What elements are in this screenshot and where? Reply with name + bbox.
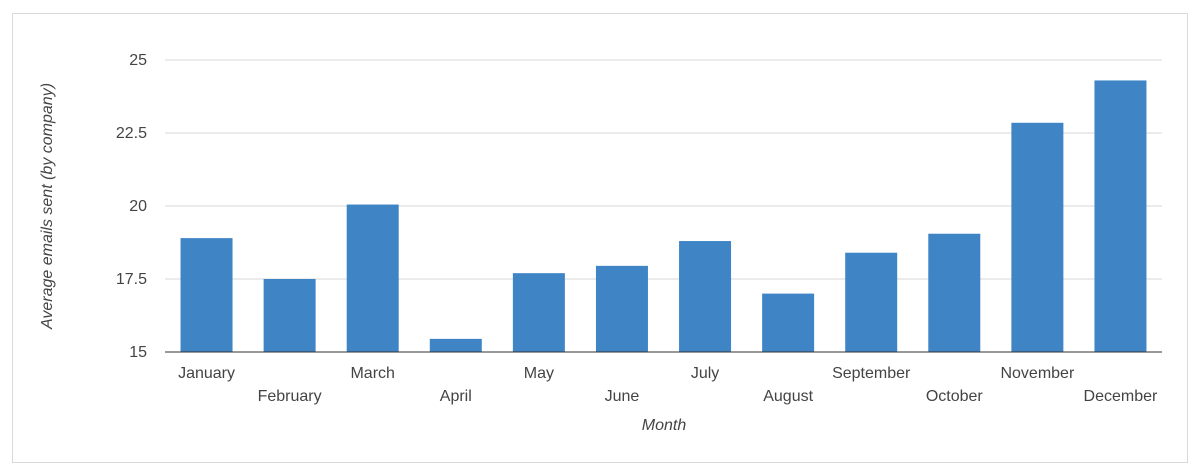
bar-july	[679, 241, 732, 352]
x-tick-label-april: April	[440, 388, 472, 405]
grid-layer	[165, 59, 1162, 280]
x-tick-label-july: July	[691, 365, 719, 382]
label-layer: 15 17.5 20 22.5 25 January February March April M…	[116, 52, 1158, 405]
x-tick-label-may: May	[524, 365, 554, 382]
x-tick-label-september: September	[832, 365, 911, 382]
y-tick-label: 15	[129, 344, 147, 361]
x-axis-title: Month	[642, 417, 687, 434]
chart-frame	[12, 13, 1188, 463]
x-tick-label-december: December	[1084, 388, 1158, 405]
x-tick-label-june: June	[605, 388, 640, 405]
x-tick-label-february: February	[258, 388, 322, 405]
y-axis-title: Average emails sent (by company)	[39, 83, 56, 330]
bar-september	[845, 252, 898, 352]
y-tick-label: 17.5	[116, 271, 147, 288]
bar-layer	[180, 80, 1147, 352]
x-tick-label-october: October	[926, 388, 984, 405]
y-tick-label: 22.5	[116, 125, 147, 142]
x-tick-label-august: August	[763, 388, 813, 405]
bar-february	[263, 279, 316, 352]
bar-october	[928, 233, 981, 352]
y-tick-label: 25	[129, 52, 147, 69]
bar-december	[1094, 80, 1147, 352]
bar-may	[512, 273, 565, 352]
bar-november	[1011, 122, 1064, 352]
x-tick-label-march: March	[350, 365, 394, 382]
bar-march	[346, 204, 399, 352]
y-tick-label: 20	[129, 198, 147, 215]
bar-august	[762, 293, 815, 352]
bar-april	[429, 338, 482, 352]
x-tick-label-november: November	[1000, 365, 1074, 382]
x-tick-label-january: January	[178, 365, 235, 382]
bar-january	[180, 238, 233, 352]
bar-june	[595, 265, 648, 352]
